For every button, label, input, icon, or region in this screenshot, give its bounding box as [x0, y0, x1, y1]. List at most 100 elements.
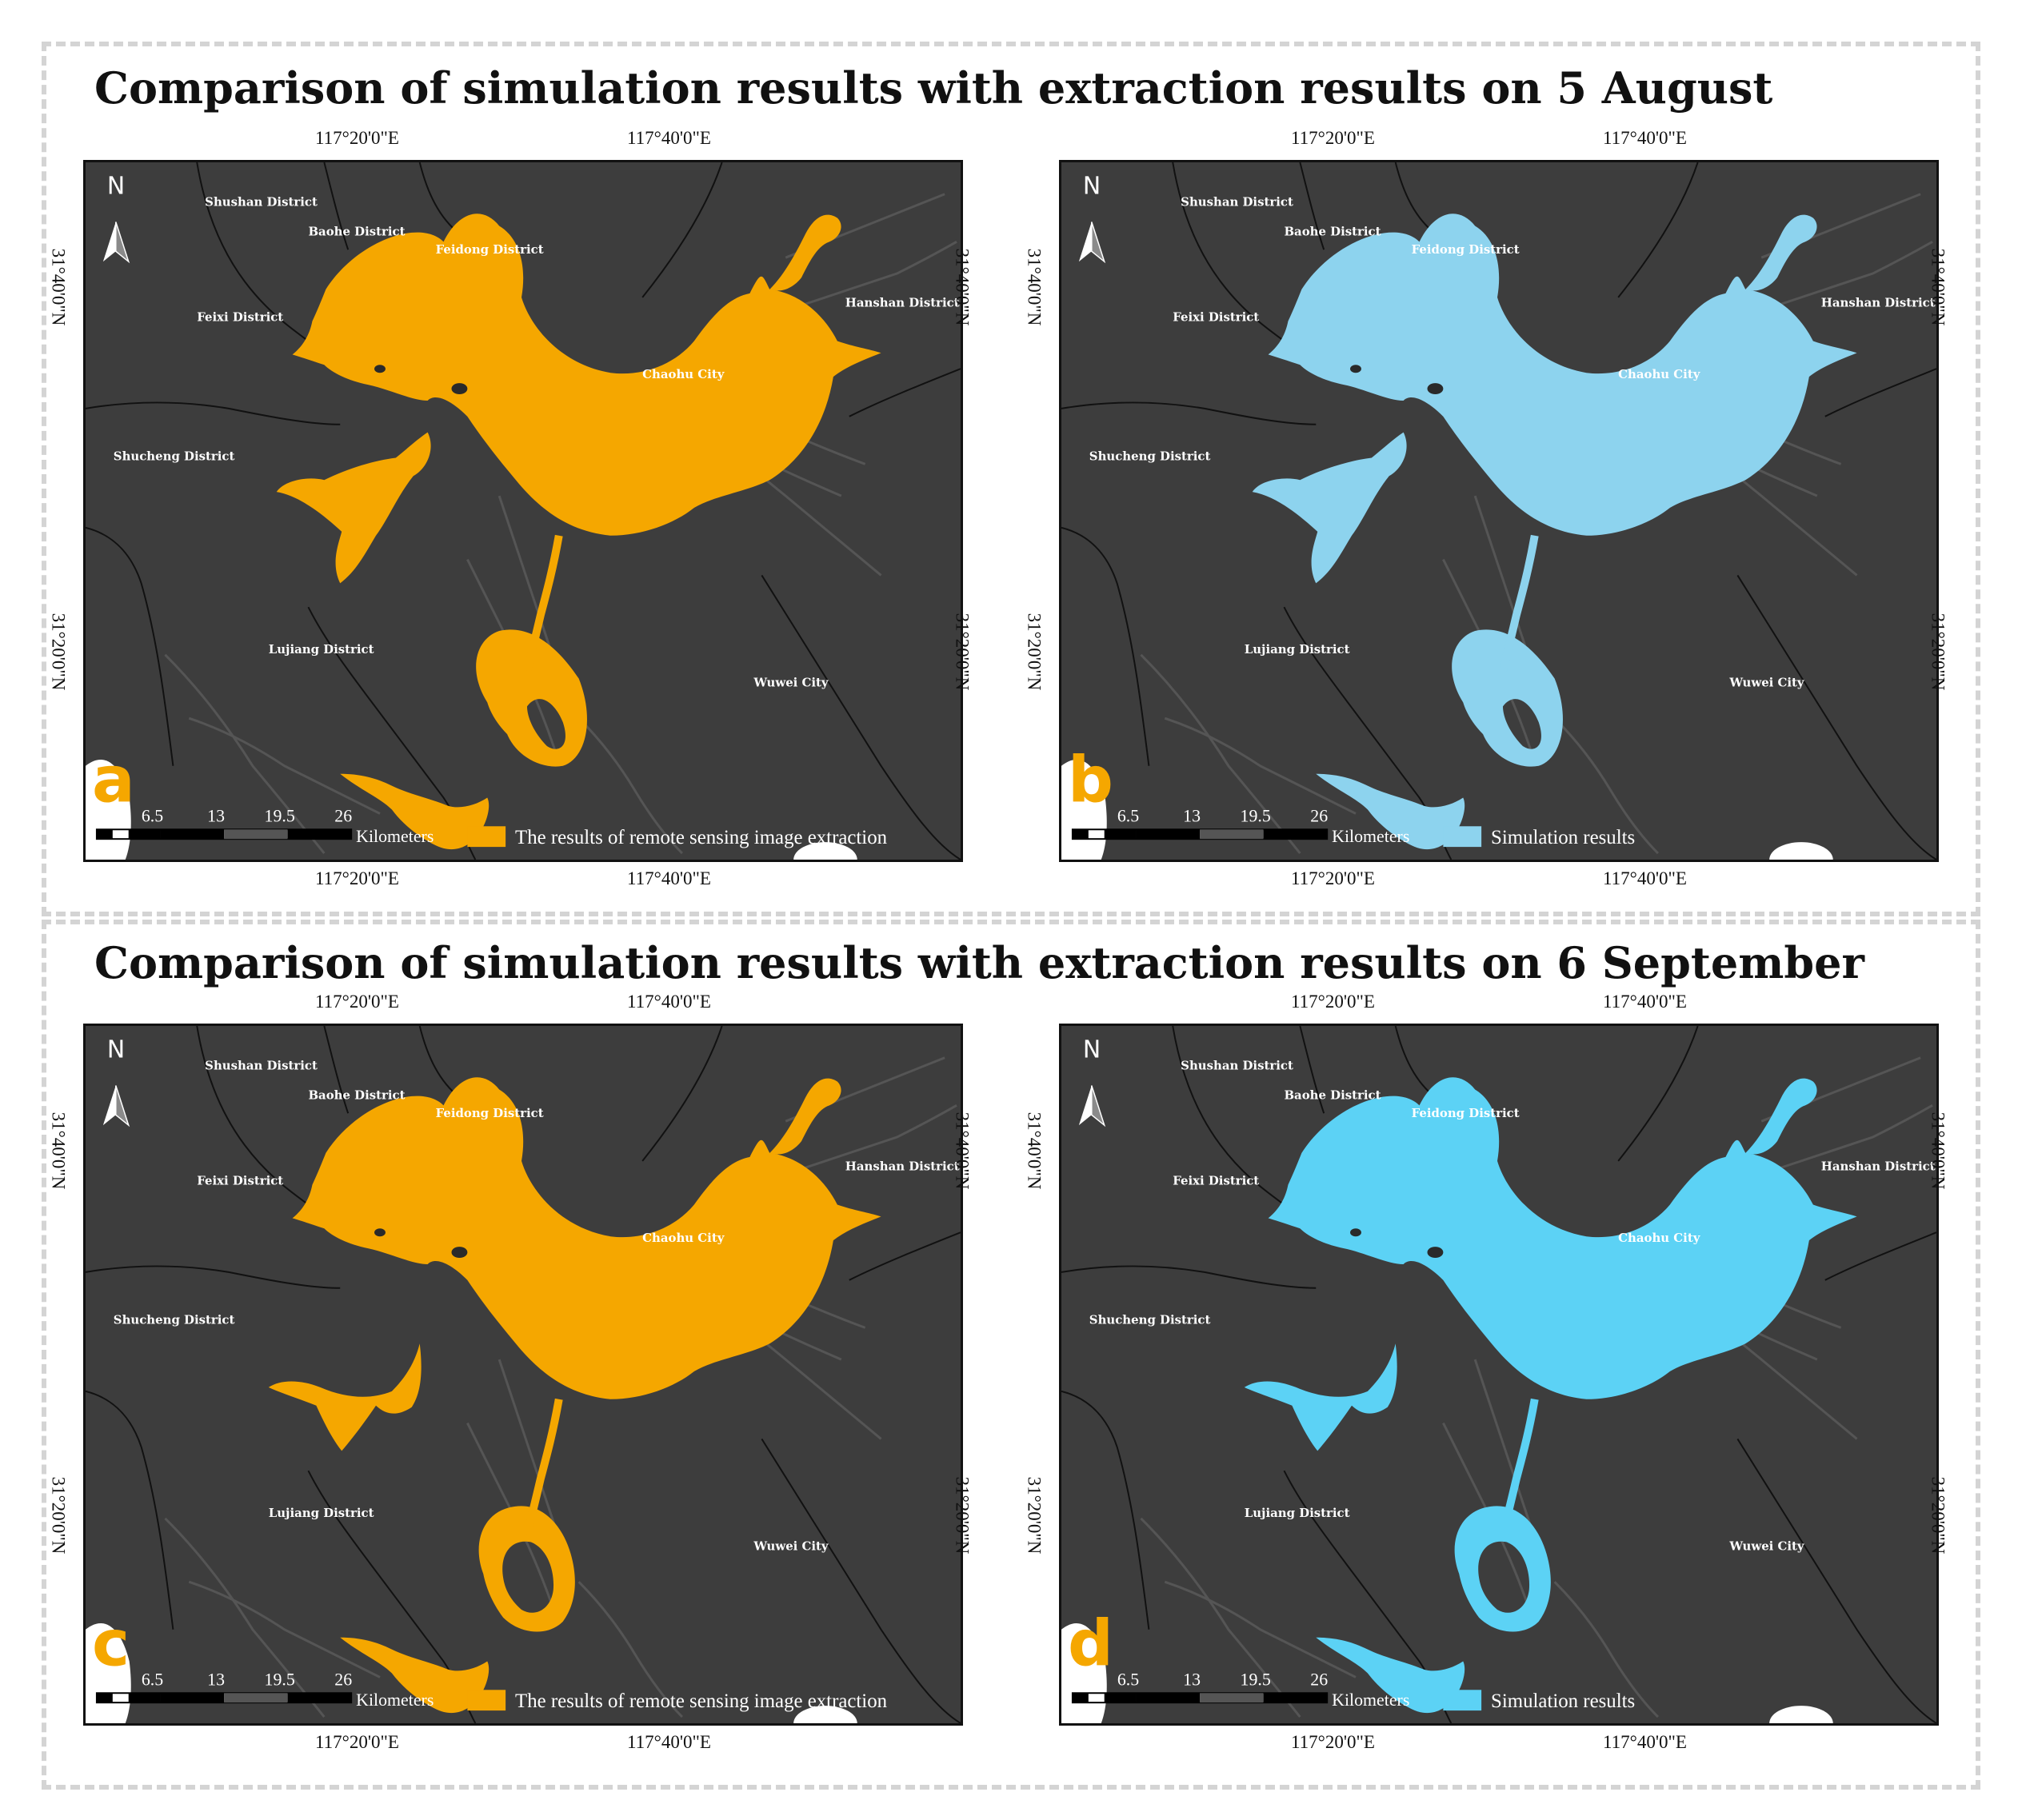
scale-tick-label: 26	[334, 806, 352, 825]
connecting-channel	[523, 1398, 563, 1535]
map-legend	[1443, 1690, 1482, 1711]
scale-tick-label: 26	[1310, 1670, 1328, 1689]
map-legend	[1443, 826, 1482, 848]
lake-islands	[374, 1228, 468, 1259]
lon-label-top-west: 117°20'0"E	[315, 992, 399, 1012]
panel-letter-a: a	[92, 743, 135, 817]
label-wuwei-city: Wuwei City	[753, 675, 829, 689]
map-canvas: Shushan District Baohe District Feidong Di…	[86, 1026, 961, 1723]
map-canvas: Shushan District Baohe District Feidong Di…	[1061, 1026, 1936, 1723]
chaohu-lake-body	[292, 1077, 881, 1399]
north-label: N	[1083, 1036, 1101, 1064]
scale-tick-label: 6.5	[142, 1670, 163, 1689]
terrain-ridge	[1776, 1104, 1933, 1171]
label-shucheng-district: Shucheng District	[1089, 449, 1211, 463]
water-extent	[276, 214, 881, 850]
district-borders	[1061, 162, 1936, 860]
terrain-ridge	[801, 241, 957, 307]
west-river-arm	[276, 432, 431, 584]
lon-label-bottom-east: 117°40'0"E	[1603, 868, 1687, 888]
label-chaohu-city: Chaohu City	[1618, 1231, 1701, 1245]
northeast-river-arm	[769, 214, 841, 291]
island	[374, 1228, 386, 1237]
district-border	[1299, 162, 1325, 250]
scale-tick-label: 19.5	[1241, 1670, 1271, 1689]
label-shucheng-district: Shucheng District	[1089, 1312, 1211, 1327]
district-border	[1172, 162, 1285, 342]
legend-swatch-extraction	[467, 826, 506, 848]
scale-tick-label: 13	[207, 1670, 225, 1689]
label-shushan-district: Shushan District	[205, 1059, 318, 1073]
north-label: N	[107, 173, 125, 201]
south-polder-loops	[1454, 1506, 1551, 1632]
label-feidong-district: Feidong District	[1412, 1106, 1520, 1120]
section-title-september: Comparison of simulation results with ex…	[94, 937, 1864, 988]
lat-label-right-south: 31°20'0"N	[1928, 613, 1948, 691]
label-chaohu-city: Chaohu City	[642, 1231, 725, 1245]
island	[451, 1247, 468, 1259]
north-arrow-left-half	[102, 1085, 116, 1126]
map-edge-patch	[1769, 1706, 1833, 1723]
lat-label-right-south: 31°20'0"N	[952, 1476, 973, 1555]
district-border	[1824, 1231, 1936, 1281]
district-border	[1172, 1026, 1285, 1206]
panel-letter-c: c	[92, 1606, 130, 1681]
map-canvas: Shushan District Baohe District Feidong Di…	[1061, 162, 1936, 860]
chaohu-lake-body	[1268, 214, 1857, 536]
label-chaohu-city: Chaohu City	[1618, 367, 1701, 381]
district-border	[196, 1026, 310, 1206]
scale-tick-label: 19.5	[265, 806, 295, 825]
scale-bar	[95, 828, 353, 840]
label-shushan-district: Shushan District	[205, 195, 318, 210]
district-border	[1061, 1265, 1317, 1289]
label-hanshan-district: Hanshan District	[1821, 1159, 1936, 1174]
panel-letter-b: b	[1068, 743, 1113, 817]
label-baohe-district: Baohe District	[308, 224, 405, 238]
north-arrow-left-half	[1078, 222, 1092, 262]
label-feidong-district: Feidong District	[436, 1106, 544, 1120]
scale-bar-segment	[1072, 829, 1089, 840]
terrain-ridge	[1164, 716, 1357, 815]
island	[1350, 365, 1361, 373]
scale-tick-label: 26	[1310, 806, 1328, 825]
north-arrow-icon	[1078, 1085, 1106, 1128]
terrain-ridge	[164, 653, 326, 854]
terrain-ridge	[1164, 1580, 1357, 1678]
island	[374, 365, 386, 373]
lat-label-right-north: 31°40'0"N	[952, 248, 973, 326]
northeast-river-arm	[769, 1078, 841, 1155]
label-hanshan-district: Hanshan District	[1821, 296, 1936, 310]
west-river-arm	[268, 1343, 422, 1451]
north-arrow-right-half	[1091, 222, 1106, 264]
label-lujiang-district: Lujiang District	[269, 642, 374, 657]
district-border	[1299, 1026, 1325, 1114]
scale-tick-label: 6.5	[142, 806, 163, 825]
legend-swatch-simulation	[1443, 826, 1482, 848]
scale-tick-label: 13	[1183, 806, 1201, 825]
lon-label-top-west: 117°20'0"E	[1291, 128, 1375, 148]
terrain-ridge	[577, 1581, 683, 1718]
scale-bar	[1071, 828, 1329, 840]
label-feixi-district: Feixi District	[1173, 1174, 1259, 1188]
island	[1427, 1247, 1444, 1259]
terrain-ridge	[188, 716, 381, 815]
scale-tick-label: 13	[207, 806, 225, 825]
scale-unit-label: Kilometers	[356, 1690, 434, 1710]
lat-label-left-south: 31°20'0"N	[48, 1476, 69, 1555]
northeast-river-arm	[1745, 1078, 1817, 1155]
scale-bar	[1071, 1692, 1329, 1704]
label-baohe-district: Baohe District	[1284, 1088, 1381, 1102]
scale-bar-segment	[1136, 829, 1201, 840]
north-arrow-right-half	[115, 222, 130, 264]
map-edge-patch	[793, 842, 857, 860]
scale-bar	[95, 1692, 353, 1704]
district-border	[1617, 1026, 1699, 1162]
connecting-channel	[523, 534, 563, 672]
scale-bar-segment	[224, 829, 288, 840]
north-arrow-right-half	[1091, 1085, 1106, 1128]
scale-unit-label: Kilometers	[1332, 1690, 1409, 1710]
terrain-ridge	[1140, 653, 1301, 854]
district-border	[761, 1438, 961, 1723]
terrain-ridge	[188, 1580, 381, 1678]
scale-unit-label: Kilometers	[1332, 827, 1409, 846]
